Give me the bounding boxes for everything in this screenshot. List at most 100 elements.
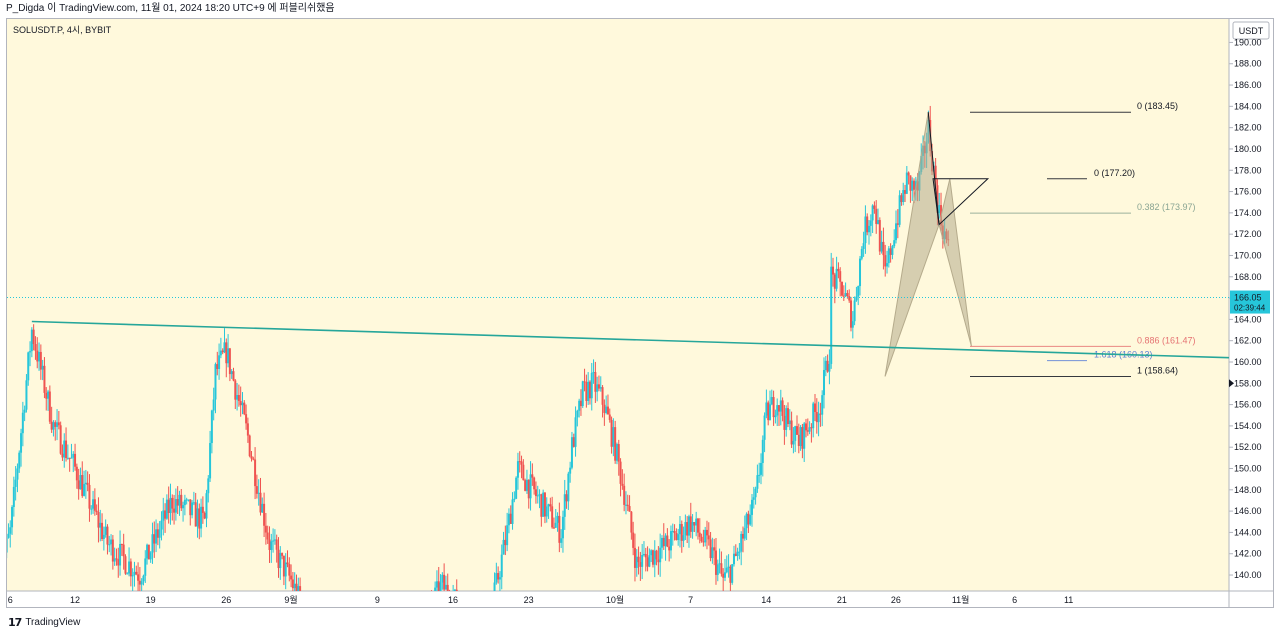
candle-body (846, 293, 849, 297)
candle-body (59, 425, 62, 454)
candle-body (759, 463, 762, 475)
candle-body (144, 558, 147, 576)
candle-body (630, 511, 633, 533)
candle-body (806, 430, 809, 432)
chart-frame: SOLUSDT.P, 4시, BYBIT USDT 140.00 142.00 14… (3, 18, 1274, 608)
y-tick-label-22: 184.00 (1234, 101, 1262, 111)
candle-body (889, 248, 892, 255)
candle-body (653, 550, 656, 565)
y-tick-label-3: 146.00 (1234, 506, 1262, 516)
candle-body (137, 574, 140, 581)
candle-body (72, 453, 75, 458)
last-price-countdown: 02:39:44 (1234, 304, 1266, 313)
candlestick-chart[interactable]: SOLUSDT.P, 4시, BYBIT USDT 140.00142.0014… (3, 19, 1273, 607)
candle-body (862, 243, 865, 250)
candle-body (610, 419, 613, 447)
candle-body (167, 499, 170, 514)
y-tick-label-5: 150.00 (1234, 464, 1262, 474)
x-tick-label-15: 11 (1064, 595, 1073, 605)
candle-body (608, 414, 611, 420)
candle-body (124, 556, 127, 574)
trendline[interactable] (31, 320, 1230, 359)
candle-body (621, 483, 624, 486)
candle-body (641, 555, 644, 567)
candle-body (732, 553, 735, 565)
x-tick-label-2: 19 (146, 595, 156, 605)
candle-body (738, 551, 741, 553)
candle-body (149, 552, 152, 560)
candle-body (270, 541, 273, 550)
candle-body (713, 547, 716, 551)
candle-body (225, 342, 228, 364)
candle-body (549, 504, 552, 507)
candle-body (88, 484, 91, 509)
candle-body (567, 473, 570, 502)
candle-body (14, 479, 17, 487)
y-tick-label-10: 160.00 (1234, 357, 1262, 367)
tradingview-logo[interactable]: 17 TradingView (8, 616, 80, 629)
candle-body (290, 575, 293, 580)
x-tick-label-6: 16 (448, 595, 458, 605)
candle-body (750, 499, 753, 515)
candle-body (790, 420, 793, 445)
plot-background (7, 19, 1229, 591)
candle-body (695, 518, 698, 526)
y-tick-label-8: 156.00 (1234, 400, 1262, 410)
brand-name: TradingView (25, 617, 81, 628)
candle-body (875, 208, 878, 224)
candle-body (84, 482, 87, 485)
candle-body (905, 172, 908, 194)
candle-body (704, 529, 707, 543)
candle-body (18, 452, 21, 469)
candle-body (628, 506, 631, 512)
candle-body (583, 381, 586, 383)
candle-body (747, 513, 750, 525)
candle-body (880, 241, 883, 252)
candle-body (774, 415, 777, 418)
candle-body (687, 516, 690, 536)
candle-body (761, 439, 764, 464)
candle-body (36, 350, 39, 362)
candle-body (765, 402, 768, 416)
y-tick-label-21: 182.00 (1234, 123, 1262, 133)
candle-body (590, 372, 593, 399)
candle-body (615, 444, 618, 461)
candle-body (540, 494, 543, 517)
candle-body (614, 427, 617, 461)
candle-body (832, 266, 835, 275)
y-tick-label-24: 188.00 (1234, 59, 1262, 69)
candle-body (243, 402, 246, 415)
candle-body (86, 482, 89, 485)
y-tick-label-11: 162.00 (1234, 336, 1262, 346)
candle-body (119, 544, 122, 566)
candle-body (648, 555, 651, 567)
candle-body (779, 400, 782, 412)
candle-body (686, 522, 689, 536)
candle-body (498, 577, 501, 580)
candle-body (239, 400, 242, 406)
candle-body (246, 423, 249, 436)
candle-body (851, 321, 854, 328)
candle-body (23, 409, 26, 413)
candle-body (817, 413, 820, 423)
candle-body (723, 572, 726, 578)
candle-body (187, 499, 190, 501)
candle-body (896, 223, 899, 225)
currency-badge[interactable]: USDT (1232, 21, 1270, 40)
candle-body (801, 427, 804, 449)
candle-body (218, 355, 221, 369)
candle-body (536, 495, 539, 497)
candle-body (147, 544, 150, 560)
candle-body (745, 513, 748, 529)
candle-body (155, 529, 158, 544)
harmonic-pattern[interactable] (884, 112, 990, 377)
candle-body (212, 399, 215, 411)
candle-body (264, 525, 267, 533)
candle-body (11, 507, 14, 528)
candle-body (9, 527, 12, 534)
candle-body (542, 492, 545, 517)
candle-body (200, 506, 203, 529)
candle-body (277, 549, 280, 569)
candle-body (25, 380, 28, 410)
candle-body (259, 492, 262, 513)
